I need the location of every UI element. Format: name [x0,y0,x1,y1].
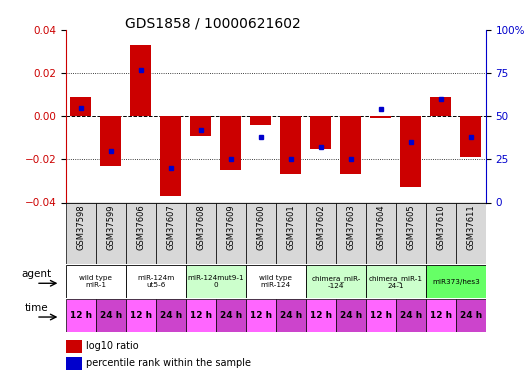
Bar [396,299,426,332]
Bar [216,202,246,264]
Bar [66,357,82,370]
Text: GSM37605: GSM37605 [407,204,416,250]
Text: 24 h: 24 h [280,311,302,320]
Bar [156,299,186,332]
Bar [246,202,276,264]
Text: GSM37608: GSM37608 [196,204,205,250]
Bar [100,116,121,166]
Bar [186,265,246,298]
Bar [66,299,96,332]
Text: 12 h: 12 h [130,311,152,320]
Bar [366,202,396,264]
Text: chimera_miR-
-124: chimera_miR- -124 [311,275,361,288]
Text: 12 h: 12 h [430,311,452,320]
Text: agent: agent [21,269,51,279]
Text: log10 ratio: log10 ratio [86,341,139,351]
Bar [370,116,391,118]
Text: 24 h: 24 h [340,311,362,320]
Bar [426,265,486,298]
Bar [186,299,216,332]
Bar [96,299,126,332]
Bar [336,202,366,264]
Text: GSM37610: GSM37610 [436,204,445,250]
Bar [126,265,186,298]
Bar [126,299,156,332]
Bar [156,202,186,264]
Text: GSM37603: GSM37603 [346,204,355,250]
Bar [306,299,336,332]
Text: chimera_miR-1
24-1: chimera_miR-1 24-1 [369,275,423,288]
Bar [456,202,486,264]
Bar [396,202,426,264]
Bar [336,299,366,332]
Bar [366,265,426,298]
Bar [66,340,82,352]
Text: 24 h: 24 h [460,311,482,320]
Text: miR-124m
ut5-6: miR-124m ut5-6 [137,275,175,288]
Text: GSM37602: GSM37602 [316,204,325,250]
Text: 24 h: 24 h [400,311,422,320]
Text: 24 h: 24 h [220,311,242,320]
Text: GSM37604: GSM37604 [376,204,385,250]
Text: GSM37606: GSM37606 [136,204,145,250]
Text: GSM37599: GSM37599 [107,204,116,250]
Bar [306,265,366,298]
Text: GSM37600: GSM37600 [257,204,266,250]
Text: GSM37609: GSM37609 [227,204,235,250]
Bar [216,299,246,332]
Bar [250,116,271,125]
Bar [126,202,156,264]
Bar [246,265,306,298]
Text: GDS1858 / 10000621602: GDS1858 / 10000621602 [125,17,301,31]
Bar [341,116,361,174]
Text: GSM37598: GSM37598 [77,204,86,250]
Bar [276,202,306,264]
Bar [66,202,96,264]
Bar [161,116,182,196]
Bar [276,299,306,332]
Text: 12 h: 12 h [70,311,92,320]
Text: wild type
miR-1: wild type miR-1 [80,275,112,288]
Text: 12 h: 12 h [310,311,332,320]
Bar [246,299,276,332]
Bar [130,45,152,116]
Bar [66,265,126,298]
Text: 24 h: 24 h [100,311,122,320]
Bar [220,116,241,170]
Bar [96,202,126,264]
Text: miR373/hes3: miR373/hes3 [432,279,479,285]
Text: time: time [24,303,48,313]
Bar [400,116,421,188]
Text: GSM37601: GSM37601 [286,204,295,250]
Text: miR-124mut9-1
0: miR-124mut9-1 0 [187,275,244,288]
Bar [310,116,332,148]
Bar [280,116,301,174]
Bar [430,97,451,116]
Text: 12 h: 12 h [250,311,272,320]
Text: percentile rank within the sample: percentile rank within the sample [86,358,251,368]
Bar [191,116,211,136]
Text: 12 h: 12 h [370,311,392,320]
Text: GSM37611: GSM37611 [466,204,475,250]
Bar [460,116,481,157]
Bar [456,299,486,332]
Text: 24 h: 24 h [160,311,182,320]
Bar [426,299,456,332]
Bar [426,202,456,264]
Text: 12 h: 12 h [190,311,212,320]
Bar [366,299,396,332]
Text: GSM37607: GSM37607 [166,204,175,250]
Bar [186,202,216,264]
Bar [306,202,336,264]
Text: wild type
miR-124: wild type miR-124 [259,275,293,288]
Bar [71,97,91,116]
